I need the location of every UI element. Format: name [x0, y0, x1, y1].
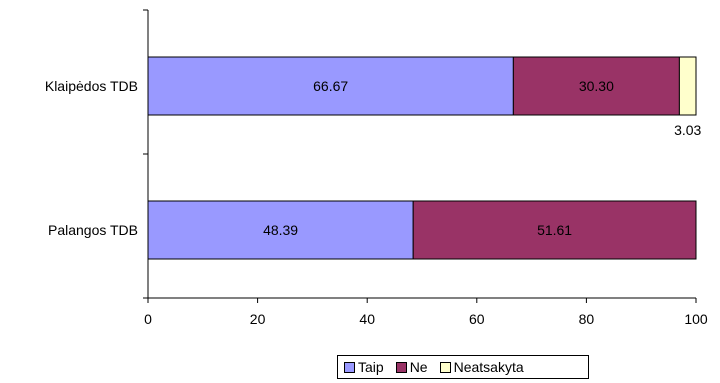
data-label-ne-klaipedos-tdb: 30.30: [579, 78, 614, 94]
bar-ne-palangos-tdb: [412, 200, 697, 260]
x-tick-label: 60: [469, 311, 485, 327]
x-tick-label: 80: [579, 311, 595, 327]
bar-neatsakyta-klaipedos-tdb: [678, 56, 697, 116]
category-label: Klaipėdos TDB: [45, 78, 138, 94]
legend-label-neatsakyta: Neatsakyta: [453, 359, 524, 375]
category-label: Palangos TDB: [48, 222, 138, 238]
legend-swatch-neatsakyta: [439, 361, 451, 373]
legend: Taip Ne Neatsakyta: [337, 355, 589, 379]
legend-label-ne: Ne: [409, 359, 428, 375]
legend-label-taip: Taip: [358, 359, 384, 375]
x-tick-label: 0: [144, 311, 152, 327]
bar-ne-klaipedos-tdb: [512, 56, 680, 116]
x-tick-label: 100: [684, 311, 708, 327]
legend-item-ne: Ne: [395, 359, 428, 375]
data-label-taip-klaipedos-tdb: 66.67: [313, 78, 348, 94]
legend-item-taip: Taip: [344, 359, 384, 375]
legend-swatch-ne: [395, 361, 407, 373]
legend-swatch-taip: [344, 361, 355, 373]
plot-area: 0 20 40 60 80 100 Klaipėdos TDB 66.67 30.30 3.03 P…: [45, 9, 708, 327]
data-label-ne-palangos-tdb: 51.61: [537, 222, 572, 238]
data-label-neatsakyta-klaipedos-tdb: 3.03: [674, 122, 701, 138]
x-tick-label: 40: [359, 311, 375, 327]
bar-taip-klaipedos-tdb: [147, 56, 514, 116]
legend-item-neatsakyta: Neatsakyta: [439, 359, 524, 375]
data-label-taip-palangos-tdb: 48.39: [263, 222, 298, 238]
x-tick-label: 20: [250, 311, 266, 327]
bar-taip-palangos-tdb: [147, 200, 414, 260]
